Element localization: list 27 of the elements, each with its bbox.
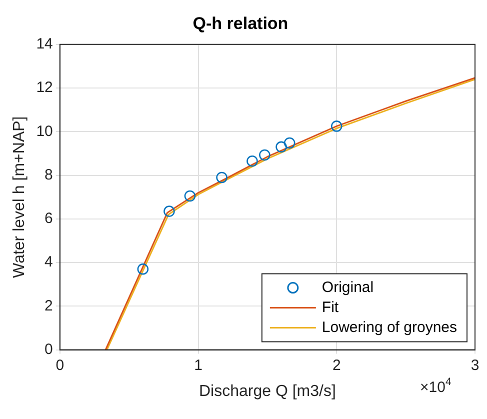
y-tick-label: 4: [44, 254, 53, 271]
y-tick-label: 12: [36, 79, 53, 96]
legend-label: Fit: [322, 298, 340, 316]
y-tick-label: 2: [44, 297, 53, 314]
point: [284, 137, 296, 149]
point: [330, 120, 342, 132]
x-tick-label: 2: [332, 356, 341, 374]
chart-title: Q-h relation: [192, 14, 288, 33]
x-tick-label: 0: [56, 356, 64, 374]
point: [276, 141, 287, 153]
x-tick-label: 1: [194, 356, 202, 374]
point: [164, 206, 175, 217]
legend-label: Lowering of groynes: [322, 318, 458, 336]
point: [246, 155, 258, 167]
y-axis-title: Water level h [m+NAP]: [11, 116, 28, 278]
point: [137, 263, 149, 275]
x-tick-label: 3: [470, 356, 480, 374]
y-tick-label: 0: [44, 340, 53, 358]
point: [216, 172, 228, 184]
point: [184, 190, 196, 202]
y-tick-label: 10: [36, 122, 53, 140]
y-tick-label: 6: [44, 210, 53, 228]
y-tick-label: 8: [44, 166, 53, 184]
y-tick-label: 14: [36, 36, 53, 53]
point: [259, 149, 270, 161]
x-axis-title: Discharge Q [m3/s]: [198, 382, 336, 400]
legend-label: Original: [322, 278, 374, 296]
